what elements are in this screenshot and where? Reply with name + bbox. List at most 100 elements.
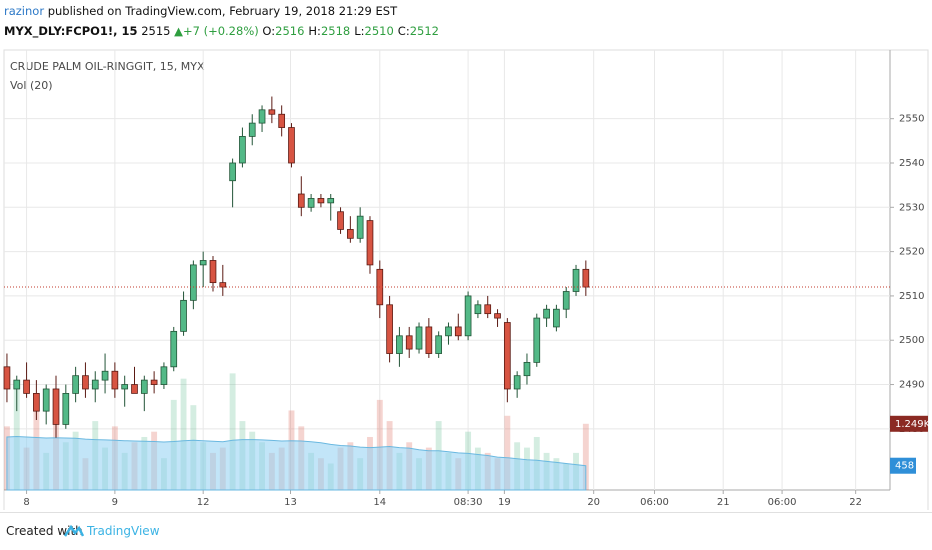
candle-body — [229, 162, 236, 182]
candle-body — [523, 361, 531, 377]
candle-body — [190, 264, 197, 301]
y-tick-label: 2510 — [899, 291, 924, 302]
candle-body — [239, 136, 246, 164]
candle-body — [72, 375, 79, 394]
ohlc-value: 2510 — [364, 24, 394, 38]
brand[interactable]: TradingView — [87, 524, 160, 538]
frame — [3, 49, 929, 510]
last: 2515 — [141, 24, 171, 38]
candle-body — [356, 215, 364, 239]
volume-last-box — [890, 415, 928, 432]
candle-body — [307, 198, 315, 208]
candle-body — [297, 193, 305, 208]
candle-body — [42, 388, 50, 412]
x-tick-label: 9 — [112, 497, 118, 508]
volume-title: Vol (20) — [10, 79, 53, 92]
candle-body — [23, 379, 30, 394]
x-tick-label: 12 — [197, 497, 210, 508]
y-tick-label: 2550 — [899, 114, 924, 125]
candle-body — [62, 393, 70, 425]
logo — [64, 524, 84, 537]
candle-body — [553, 308, 560, 328]
y-tick-label: 2540 — [899, 158, 924, 169]
candle-body — [405, 335, 413, 350]
candle-body — [464, 295, 472, 337]
candle-body — [503, 322, 511, 390]
candle-body — [337, 211, 344, 230]
candle-body — [396, 335, 403, 354]
candle-body — [3, 366, 11, 390]
candle-body — [366, 220, 374, 266]
candle-body — [582, 268, 590, 288]
candle-body — [327, 198, 335, 204]
author[interactable]: razinor — [4, 4, 45, 18]
change: ▲+7 (+0.28%) — [174, 24, 259, 38]
x-tick-label: 13 — [284, 497, 297, 508]
candle-body — [435, 335, 443, 354]
candle-body — [150, 379, 158, 385]
change-value: +7 (+0.28%) — [182, 24, 259, 38]
ohlc-value: 2518 — [320, 24, 351, 38]
ohlc: O:2516 H:2518 L:2510 C:2512 — [262, 24, 443, 38]
candle-body — [258, 109, 266, 124]
candle-body — [562, 291, 570, 310]
candle-body — [474, 304, 482, 315]
footer: Created with TradingView — [0, 512, 932, 550]
y-tick-label: 2520 — [899, 247, 924, 258]
candle-body — [454, 326, 462, 337]
candle-body — [209, 260, 217, 284]
candle-body — [347, 229, 354, 239]
x-tick-label: 08:30 — [454, 497, 483, 508]
ohlc-key: H: — [308, 24, 321, 38]
candle-body — [533, 317, 541, 363]
candle-body — [160, 366, 168, 385]
x-tick-label: 06:00 — [640, 497, 669, 508]
created-with: Created with — [6, 524, 83, 538]
volume-last-label: 1.249K — [895, 419, 931, 430]
ohlc-value: 2512 — [409, 24, 439, 38]
published: published on TradingView.com, February 1… — [47, 4, 398, 18]
x-tick-label: 14 — [373, 497, 386, 508]
y-tick-label: 2490 — [899, 380, 924, 391]
candle-body — [91, 379, 99, 390]
candle-body — [484, 304, 492, 315]
candle-body — [52, 388, 60, 425]
y-tick-label: 2530 — [899, 202, 924, 213]
x-tick-label: 06:00 — [768, 497, 797, 508]
x-tick-label: 22 — [849, 497, 862, 508]
ohlc-key: L: — [354, 24, 365, 38]
volume-bar — [504, 415, 511, 490]
volume-bar — [229, 373, 236, 490]
candle-body — [572, 268, 580, 292]
candle-body — [288, 127, 295, 164]
ohlc-key: C: — [397, 24, 410, 38]
candle-body — [317, 198, 325, 204]
x-tick-label: 19 — [498, 497, 511, 508]
candle-body — [219, 282, 227, 288]
volume-bar — [180, 378, 187, 490]
candle-body — [445, 326, 452, 337]
candle-body — [121, 384, 129, 390]
candle-body — [33, 393, 40, 412]
candle-body — [82, 375, 89, 390]
candle-body — [101, 370, 109, 381]
candle-body — [386, 304, 393, 354]
volume-bar — [376, 399, 383, 490]
y-tick-label: 2500 — [899, 335, 924, 346]
ohlc-key: O: — [262, 24, 276, 38]
volume-ma-area — [6, 435, 587, 491]
x-tick-label: 8 — [23, 497, 29, 508]
candle-body — [248, 122, 256, 137]
x-tick-label: 21 — [717, 497, 730, 508]
chart-title: CRUDE PALM OIL-RINGGIT, 15, MYX — [10, 60, 205, 73]
candle-body — [268, 109, 276, 115]
symbol-line: MYX_DLY:FCPO1!, 15 2515 ▲+7 (+0.28%) O:2… — [4, 24, 443, 38]
candle-body — [543, 308, 550, 319]
ohlc-value: 2516 — [275, 24, 305, 38]
publish-line: razinor published on TradingView.com, Fe… — [4, 4, 397, 18]
candle-body — [494, 313, 501, 319]
volume-ma-box — [890, 457, 916, 474]
candle-body — [199, 260, 207, 266]
candle-body — [415, 326, 423, 350]
